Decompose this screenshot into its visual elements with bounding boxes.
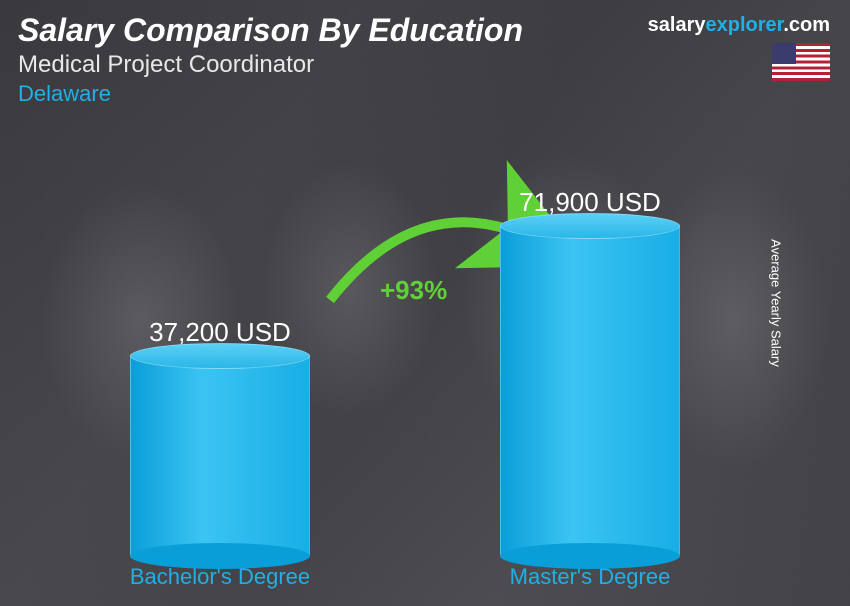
bar-group-bachelors: 37,200 USD Bachelor's Degree bbox=[120, 317, 320, 590]
brand-text: salaryexplorer.com bbox=[648, 14, 830, 37]
chart-subtitle: Medical Project Coordinator bbox=[18, 51, 523, 79]
brand-block: salaryexplorer.com bbox=[648, 14, 830, 81]
chart-area: +93% 37,200 USD Bachelor's Degree 71,900… bbox=[0, 130, 850, 590]
bar-masters bbox=[500, 226, 680, 556]
bar-bottom bbox=[130, 543, 310, 569]
bar-bachelors bbox=[130, 356, 310, 556]
us-flag-icon bbox=[772, 43, 830, 81]
bar-front bbox=[500, 226, 680, 556]
brand-suffix: explorer bbox=[705, 14, 783, 36]
brand-domain: .com bbox=[783, 14, 830, 36]
bar-top bbox=[130, 343, 310, 369]
bar-front bbox=[130, 356, 310, 556]
bar-top bbox=[500, 213, 680, 239]
percent-increase-label: +93% bbox=[380, 275, 447, 306]
chart-location: Delaware bbox=[18, 81, 523, 107]
bar-bottom bbox=[500, 543, 680, 569]
bar-group-masters: 71,900 USD Master's Degree bbox=[490, 187, 690, 590]
brand-prefix: salary bbox=[648, 14, 706, 36]
chart-container: Salary Comparison By Education Medical P… bbox=[0, 0, 850, 606]
header-block: Salary Comparison By Education Medical P… bbox=[18, 12, 523, 107]
chart-title: Salary Comparison By Education bbox=[18, 12, 523, 49]
flag-canton bbox=[772, 43, 796, 64]
